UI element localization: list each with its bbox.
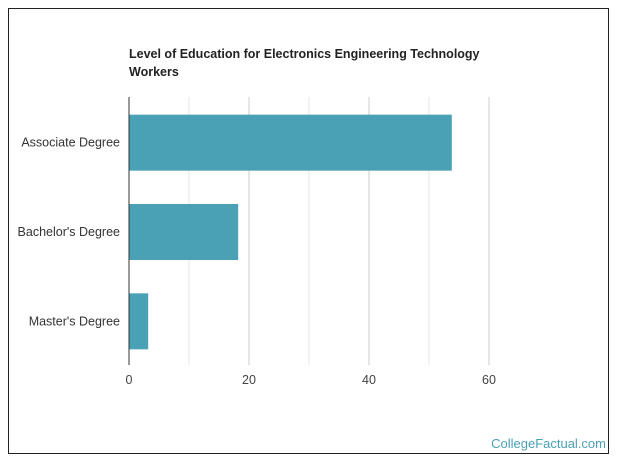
chart-title: Level of Education for Electronics Engin…: [129, 47, 480, 79]
category-label: Associate Degree: [21, 136, 120, 150]
category-label: Bachelor's Degree: [18, 225, 120, 239]
x-tick-label: 0: [126, 373, 133, 387]
x-tick-label: 20: [242, 373, 256, 387]
bar: [129, 293, 149, 350]
brand-link[interactable]: CollegeFactual.com: [491, 436, 606, 451]
bar: [129, 204, 239, 260]
bar: [129, 114, 452, 171]
x-tick-label: 60: [482, 373, 496, 387]
x-tick-label: 40: [362, 373, 376, 387]
chart-frame: [8, 8, 609, 454]
category-label: Master's Degree: [29, 314, 120, 328]
